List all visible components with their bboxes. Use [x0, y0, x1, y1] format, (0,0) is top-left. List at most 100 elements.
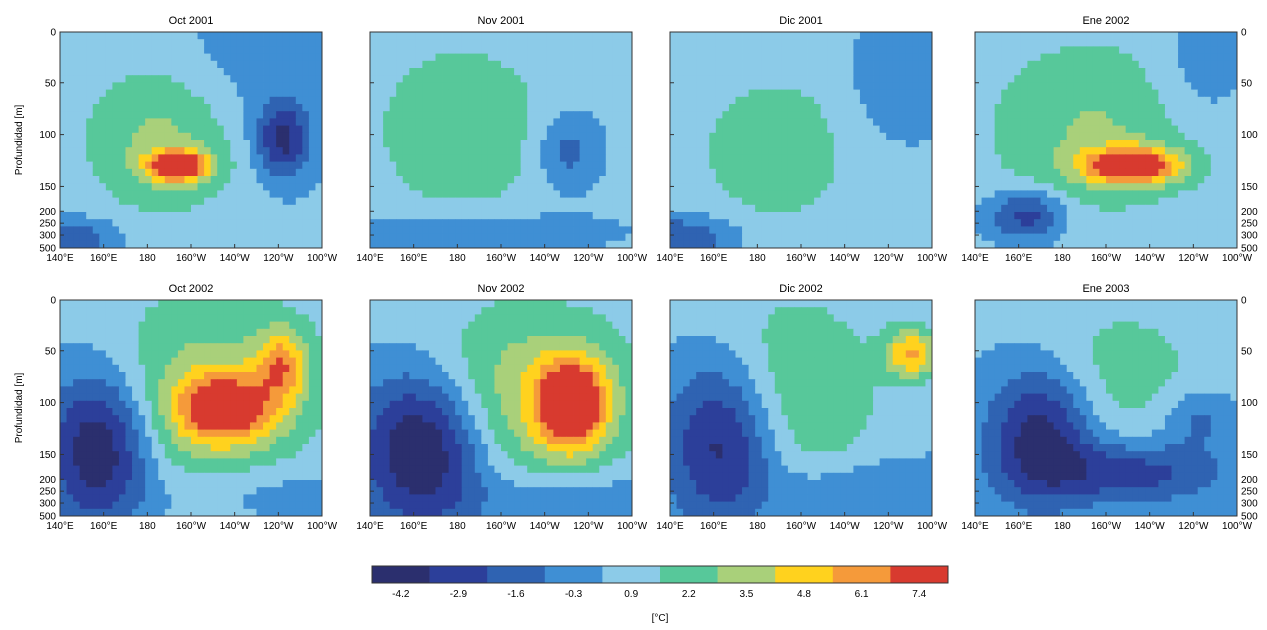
heatmap-cell [448, 240, 456, 249]
heatmap-cell [1027, 104, 1035, 112]
heatmap-cell [243, 168, 251, 177]
heatmap-cell [748, 68, 756, 76]
heatmap-cell [256, 197, 264, 206]
heatmap-cell [308, 197, 316, 206]
heatmap-cell [389, 32, 397, 40]
heatmap-cell [599, 68, 607, 76]
heatmap-cell [814, 111, 822, 119]
heatmap-cell [125, 212, 133, 220]
heatmap-cell [853, 140, 861, 148]
heatmap-cell [1060, 46, 1068, 54]
heatmap-cell [1145, 104, 1153, 112]
heatmap-cell [158, 226, 166, 234]
heatmap-cell [1223, 46, 1231, 54]
heatmap-cell [618, 39, 626, 47]
heatmap-cell [1191, 154, 1199, 162]
heatmap-cell [846, 96, 854, 105]
heatmap-cell [988, 219, 996, 227]
heatmap-cell [892, 226, 900, 234]
heatmap-cell [1230, 197, 1238, 206]
heatmap-cell [263, 132, 270, 141]
heatmap-cell [553, 111, 561, 119]
heatmap-cell [689, 104, 697, 112]
heatmap-cell [879, 132, 887, 141]
heatmap-cell [1210, 96, 1218, 105]
heatmap-cell [1014, 132, 1022, 141]
heatmap-cell [1125, 68, 1133, 76]
heatmap-cell [1079, 226, 1087, 234]
heatmap-cell [605, 226, 613, 234]
y-tick-label: 100 [39, 130, 56, 141]
heatmap-cell [801, 104, 808, 112]
heatmap-cell [1197, 82, 1205, 90]
heatmap-cell [592, 204, 600, 213]
heatmap-cell [383, 147, 391, 155]
heatmap-cell [787, 176, 795, 184]
heatmap-cell [1230, 219, 1238, 227]
heatmap-cell [559, 176, 567, 184]
heatmap-cell [820, 168, 828, 177]
heatmap-cell [1151, 104, 1159, 112]
heatmap-cell [1106, 140, 1113, 148]
heatmap-cell [1092, 212, 1100, 220]
heatmap-cell [249, 197, 257, 206]
heatmap-cell [1164, 219, 1172, 227]
heatmap-cell [442, 204, 449, 213]
heatmap-cell [376, 147, 384, 155]
x-tick-label: 160°W [486, 253, 517, 264]
heatmap-cell [1020, 183, 1028, 191]
heatmap-cell [1125, 32, 1133, 40]
heatmap-cell [118, 32, 126, 40]
heatmap-cell [1092, 176, 1100, 184]
heatmap-cell [1112, 89, 1120, 98]
heatmap-cell [210, 300, 218, 308]
heatmap-cell [1164, 190, 1172, 198]
heatmap-cell [605, 104, 613, 112]
heatmap-cell [66, 125, 74, 134]
heatmap-cell [1230, 226, 1238, 234]
heatmap-cell [994, 161, 1002, 170]
heatmap-cell [256, 204, 264, 213]
heatmap-cell [735, 89, 743, 98]
heatmap-cell [210, 118, 218, 126]
heatmap-cell [599, 240, 607, 249]
heatmap-cell [125, 161, 133, 170]
heatmap-cell [605, 190, 613, 198]
heatmap-cell [702, 46, 710, 54]
heatmap-cell [605, 197, 613, 206]
heatmap-cell [988, 53, 996, 62]
heatmap-cell [1112, 140, 1120, 148]
heatmap-cell [1001, 233, 1009, 242]
heatmap-cell [1178, 212, 1185, 220]
heatmap-cell [592, 219, 600, 227]
heatmap-cell [1066, 147, 1074, 155]
heatmap-cell [507, 75, 515, 83]
heatmap-cell [905, 226, 913, 234]
heatmap-cell [533, 190, 541, 198]
heatmap-cell [1066, 46, 1074, 54]
heatmap-cell [308, 111, 316, 119]
heatmap-cell [276, 140, 284, 148]
heatmap-cell [546, 161, 554, 170]
heatmap-cell [184, 183, 192, 191]
heatmap-cell [1184, 111, 1192, 119]
heatmap-cell [125, 60, 133, 69]
heatmap-cell [223, 204, 231, 213]
heatmap-cell [105, 46, 113, 54]
heatmap-cell [735, 39, 743, 47]
heatmap-cell [1040, 161, 1048, 170]
heatmap-cell [846, 147, 854, 155]
heatmap-cell [853, 161, 861, 170]
heatmap-cell [840, 32, 848, 40]
heatmap-cell [389, 111, 397, 119]
heatmap-cell [177, 46, 185, 54]
heatmap-cell [409, 240, 417, 249]
heatmap-cell [389, 240, 397, 249]
heatmap-cell [315, 190, 323, 198]
heatmap-cell [1092, 154, 1100, 162]
heatmap-cell [191, 204, 198, 213]
heatmap-cell [715, 53, 723, 62]
heatmap-cell [164, 104, 172, 112]
heatmap-cell [415, 82, 423, 90]
heatmap-cell [925, 154, 933, 162]
